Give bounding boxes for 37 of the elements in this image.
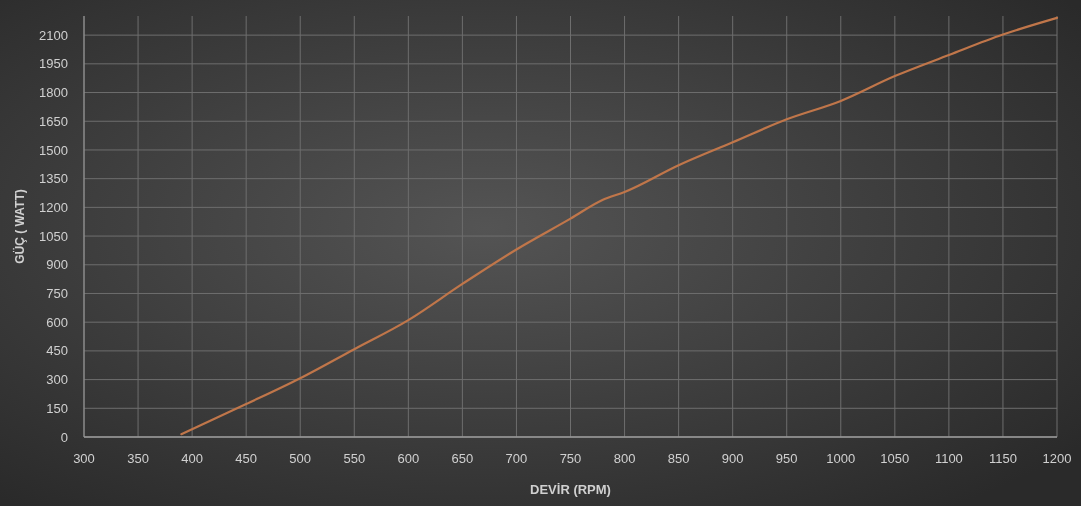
x-tick-label: 1150 [988, 451, 1017, 466]
y-tick-label: 1800 [39, 85, 68, 101]
x-tick-label: 300 [73, 451, 95, 466]
x-tick-label: 550 [343, 451, 366, 466]
x-tick-label: 1000 [826, 451, 856, 466]
x-tick-label: 850 [667, 451, 690, 466]
y-tick-label: 450 [46, 343, 68, 359]
y-tick-label: 900 [46, 257, 68, 273]
x-tick-label: 500 [289, 451, 312, 466]
y-tick-label: 600 [46, 314, 68, 330]
x-tick-label: 400 [181, 451, 203, 466]
y-tick-label: 1350 [39, 171, 68, 187]
y-tick-label: 300 [46, 372, 68, 388]
x-tick-label: 1100 [934, 451, 963, 466]
y-tick-label: 750 [46, 286, 68, 302]
y-tick-label: 1050 [39, 228, 68, 244]
line-series [180, 16, 1059, 436]
x-tick-label: 800 [613, 451, 636, 466]
x-tick-label: 950 [775, 451, 798, 466]
y-tick-label: 1200 [39, 199, 68, 215]
y-axis-title: GÜÇ ( WATT) [12, 189, 27, 264]
y-tick-label: 150 [46, 400, 68, 416]
y-tick-label: 1650 [39, 113, 68, 129]
y-tick-label: 0 [60, 429, 68, 445]
x-tick-label: 1050 [880, 451, 910, 466]
y-tick-label: 1500 [39, 142, 68, 158]
y-tick-label: 2100 [39, 27, 68, 43]
x-axis-title: DEVİR (RPM) [530, 482, 611, 497]
y-tick-label: 1950 [39, 56, 68, 72]
x-tick-label: 750 [559, 451, 582, 466]
x-tick-label: 600 [397, 451, 420, 466]
x-tick-label: 900 [721, 451, 744, 466]
x-tick-label: 1200 [1042, 451, 1072, 466]
x-tick-label: 350 [127, 451, 149, 466]
x-tick-label: 650 [451, 451, 474, 466]
x-tick-label: 700 [505, 451, 528, 466]
x-tick-label: 450 [235, 451, 258, 466]
